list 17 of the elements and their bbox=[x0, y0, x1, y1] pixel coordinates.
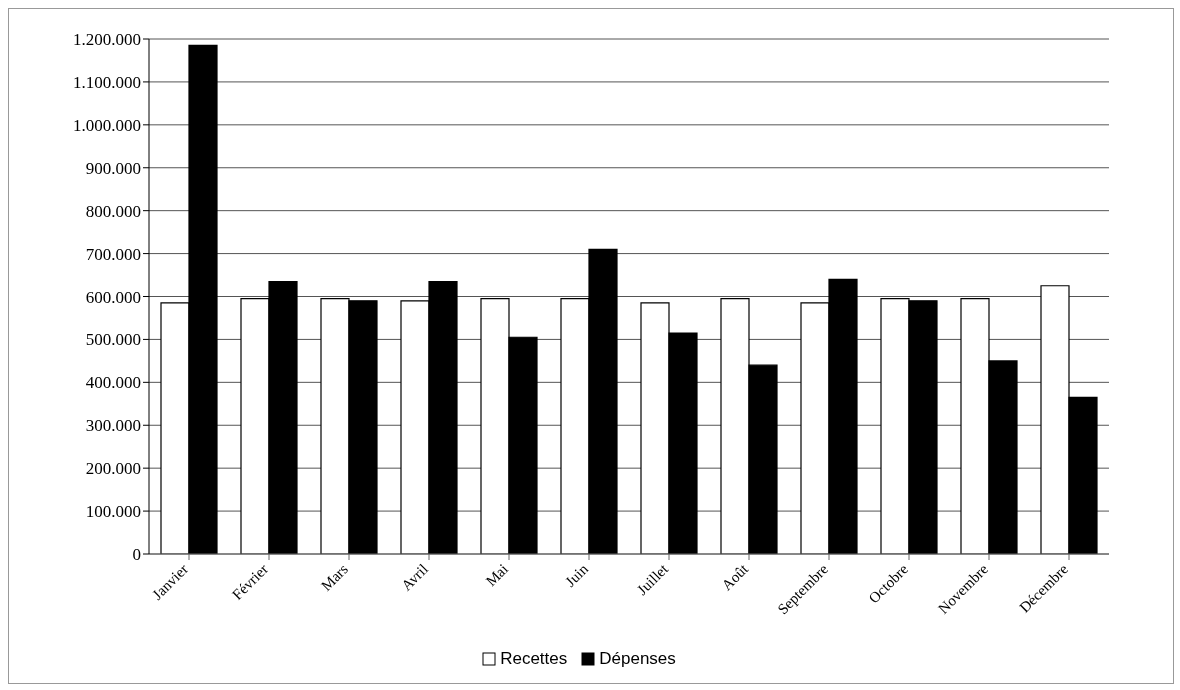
y-tick-label: 1.100.000 bbox=[73, 72, 141, 92]
y-tick-label: 700.000 bbox=[85, 244, 141, 264]
x-tick-label: Mai bbox=[482, 560, 512, 590]
y-tick-label: 1.000.000 bbox=[73, 115, 141, 135]
y-tick-label: 400.000 bbox=[85, 373, 141, 393]
y-tick-label: 800.000 bbox=[85, 201, 141, 221]
y-tick-label: 100.000 bbox=[85, 502, 141, 522]
y-tick-label: 1.200.000 bbox=[73, 30, 141, 50]
y-tick-label: 900.000 bbox=[85, 158, 141, 178]
legend-label: Recettes bbox=[500, 649, 568, 669]
y-tick-label: 500.000 bbox=[85, 330, 141, 350]
y-tick-label: 200.000 bbox=[85, 459, 141, 479]
legend-label: Dépenses bbox=[599, 649, 676, 669]
y-tick-label: 0 bbox=[132, 545, 141, 565]
y-tick-label: 300.000 bbox=[85, 416, 141, 436]
y-tick-label: 600.000 bbox=[85, 287, 141, 307]
x-tick-label: Juin bbox=[562, 560, 592, 590]
